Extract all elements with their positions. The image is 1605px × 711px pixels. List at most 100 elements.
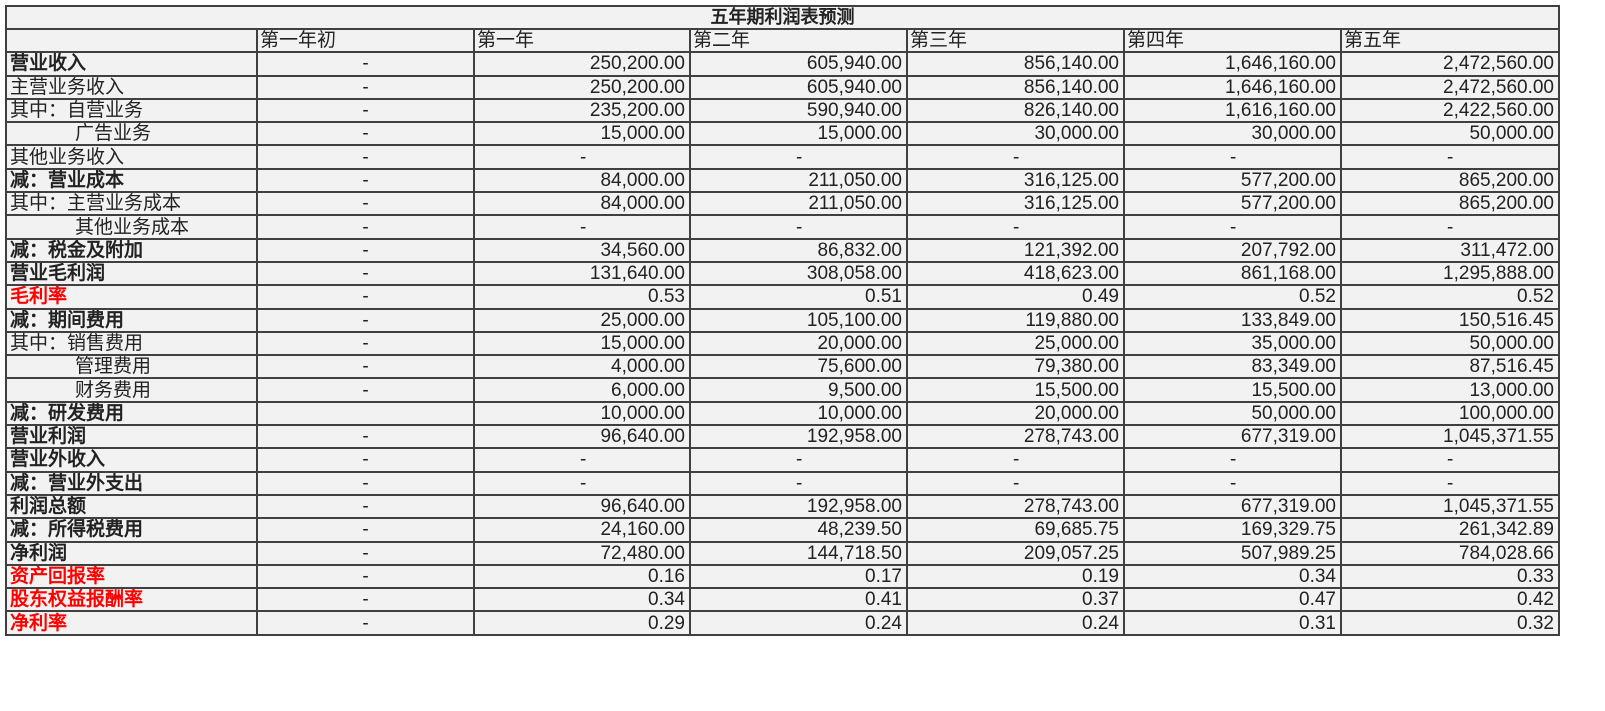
table-cell: 15,000.00 <box>473 330 691 357</box>
table-cell: - <box>256 447 475 473</box>
table-cell: - <box>1340 447 1560 473</box>
table-cell: 0.32 <box>1340 610 1560 636</box>
table-cell: - <box>1123 447 1342 473</box>
column-header: 第一年 <box>473 27 691 54</box>
table-cell: - <box>906 144 1125 170</box>
table-cell: 6,000.00 <box>473 377 691 403</box>
table-cell: 83,349.00 <box>1123 354 1342 380</box>
table-row: 资产回报率 -0.16 0.17 0.19 0.34 0.33 <box>5 563 1560 590</box>
table-cell: - <box>473 470 691 496</box>
profit-forecast-table: 五年期利润表预测 第一年初 第一年 第二年 第三年 第四年 第五年 营业收入 -250,20… <box>5 5 1560 636</box>
table-cell: 2,472,560.00 <box>1340 51 1560 77</box>
row-label: 减：营业外支出 <box>5 470 258 496</box>
table-cell <box>256 400 475 427</box>
table-cell: 192,958.00 <box>689 493 908 520</box>
row-label: 管理费用 <box>5 354 258 380</box>
column-header: 第五年 <box>1340 27 1560 54</box>
table-row: 减：营业成本 -84,000.00 211,050.00 316,125.00 577,… <box>5 167 1560 194</box>
table-cell: 826,140.00 <box>906 97 1125 124</box>
row-label: 营业外收入 <box>5 447 258 473</box>
table-row: 其他业务成本 - - - - - - <box>5 214 1560 240</box>
row-label: 其中：主营业务成本 <box>5 191 258 217</box>
table-row: 毛利率 -0.53 0.51 0.49 0.52 0.52 <box>5 284 1560 310</box>
table-cell: 79,380.00 <box>906 354 1125 380</box>
column-header <box>5 27 258 54</box>
table-cell: 1,646,160.00 <box>1123 74 1342 100</box>
table-cell: 577,200.00 <box>1123 191 1342 217</box>
row-label: 净利率 <box>5 610 258 636</box>
table-row: 广告业务 -15,000.00 15,000.00 30,000.00 30,000.0… <box>5 121 1560 147</box>
table-cell: 865,200.00 <box>1340 191 1560 217</box>
table-cell: 96,640.00 <box>473 424 691 450</box>
table-cell: 250,200.00 <box>473 74 691 100</box>
table-cell: 13,000.00 <box>1340 377 1560 403</box>
table-cell: 30,000.00 <box>1123 121 1342 147</box>
table-cell: 119,880.00 <box>906 307 1125 333</box>
table-cell: 1,616,160.00 <box>1123 97 1342 124</box>
table-cell: 15,500.00 <box>906 377 1125 403</box>
table-cell: 278,743.00 <box>906 493 1125 520</box>
table-cell: 69,685.75 <box>906 517 1125 543</box>
table-cell: 261,342.89 <box>1340 517 1560 543</box>
table-cell: 0.37 <box>906 587 1125 613</box>
table-cell: 2,422,560.00 <box>1340 97 1560 124</box>
table-cell: 861,168.00 <box>1123 260 1342 287</box>
table-cell: - <box>1340 214 1560 240</box>
table-cell: 0.31 <box>1123 610 1342 636</box>
table-cell: - <box>689 447 908 473</box>
row-label: 主营业务收入 <box>5 74 258 100</box>
table-cell: - <box>256 307 475 333</box>
table-cell: - <box>256 563 475 590</box>
table-cell: 0.52 <box>1123 284 1342 310</box>
table-cell: - <box>689 144 908 170</box>
table-cell: 35,000.00 <box>1123 330 1342 357</box>
table-cell: 105,100.00 <box>689 307 908 333</box>
table-cell: 1,045,371.55 <box>1340 493 1560 520</box>
table-row: 净利润 -72,480.00 144,718.50 209,057.25 507,989… <box>5 540 1560 566</box>
row-label: 广告业务 <box>5 121 258 147</box>
table-cell: - <box>906 447 1125 473</box>
table-cell: - <box>256 540 475 566</box>
table-cell: 0.51 <box>689 284 908 310</box>
table-cell: 0.24 <box>689 610 908 636</box>
table-cell: 144,718.50 <box>689 540 908 566</box>
table-cell: - <box>256 517 475 543</box>
table-cell: - <box>256 330 475 357</box>
table-cell: 15,000.00 <box>689 121 908 147</box>
table-cell: 121,392.00 <box>906 237 1125 263</box>
table-cell: 856,140.00 <box>906 74 1125 100</box>
table-row: 营业利润 -96,640.00 192,958.00 278,743.00 677,31… <box>5 424 1560 450</box>
table-cell: - <box>906 470 1125 496</box>
table-cell: 308,058.00 <box>689 260 908 287</box>
table-cell: 75,600.00 <box>689 354 908 380</box>
table-cell: - <box>1123 144 1342 170</box>
title-row: 五年期利润表预测 <box>5 5 1560 30</box>
row-label: 股东权益报酬率 <box>5 587 258 613</box>
row-label: 毛利率 <box>5 284 258 310</box>
table-cell: 2,472,560.00 <box>1340 74 1560 100</box>
table-cell: 278,743.00 <box>906 424 1125 450</box>
table-cell: - <box>256 493 475 520</box>
table-cell: 0.19 <box>906 563 1125 590</box>
table-cell: 507,989.25 <box>1123 540 1342 566</box>
row-label: 其中：自营业务 <box>5 97 258 124</box>
table-cell: 784,028.66 <box>1340 540 1560 566</box>
table-cell: 316,125.00 <box>906 191 1125 217</box>
row-label: 资产回报率 <box>5 563 258 590</box>
table-cell: 677,319.00 <box>1123 424 1342 450</box>
table-row: 净利率 -0.29 0.24 0.24 0.31 0.32 <box>5 610 1560 636</box>
table-cell: 10,000.00 <box>689 400 908 427</box>
table-cell: - <box>256 284 475 310</box>
table-cell: 211,050.00 <box>689 191 908 217</box>
table-cell: 311,472.00 <box>1340 237 1560 263</box>
table-cell: - <box>256 610 475 636</box>
table-row: 减：所得税费用 -24,160.00 48,239.50 69,685.75 169,3… <box>5 517 1560 543</box>
table-cell: 25,000.00 <box>906 330 1125 357</box>
table-cell: - <box>256 237 475 263</box>
table-cell: 15,500.00 <box>1123 377 1342 403</box>
table-row: 营业外收入 - - - - - - <box>5 447 1560 473</box>
table-cell: 235,200.00 <box>473 97 691 124</box>
table-cell: - <box>256 191 475 217</box>
table-cell: - <box>1340 144 1560 170</box>
table-cell: 50,000.00 <box>1340 330 1560 357</box>
